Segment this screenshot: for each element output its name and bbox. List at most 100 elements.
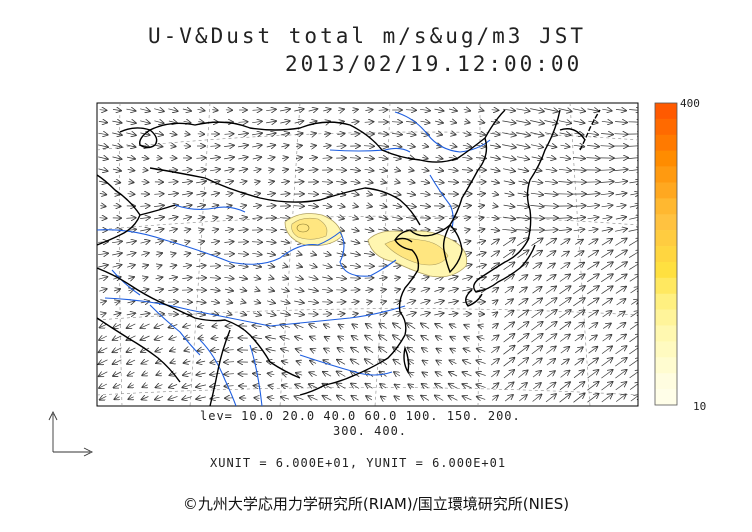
- wind-vector: [99, 384, 108, 388]
- wind-vector: [503, 205, 515, 207]
- wind-vector: [281, 397, 290, 399]
- wind-vector: [478, 337, 485, 339]
- wind-vector: [493, 312, 498, 315]
- wind-vector: [296, 145, 302, 146]
- wind-vector: [113, 313, 121, 315]
- wind-vector: [322, 193, 332, 194]
- wind-vector: [323, 146, 330, 147]
- wind-vector: [436, 336, 443, 340]
- wind-vector: [503, 169, 515, 172]
- wind-vector: [269, 277, 274, 279]
- wind-vector: [140, 217, 150, 218]
- wind-vector: [225, 217, 232, 218]
- wind-vector: [435, 324, 443, 328]
- wind-vector: [559, 394, 571, 403]
- wind-vector: [323, 109, 330, 111]
- wind-vector: [182, 170, 191, 171]
- wind-vector: [629, 334, 638, 343]
- wind-vector: [559, 335, 570, 342]
- wind-vector: [477, 121, 485, 123]
- wind-vector: [238, 133, 248, 134]
- wind-vector: [365, 359, 374, 366]
- wind-vector: [364, 122, 374, 123]
- wind-vector: [516, 145, 530, 148]
- wind-vector: [224, 145, 234, 146]
- wind-vector: [280, 313, 290, 315]
- wind-vector: [224, 386, 234, 387]
- wind-vector: [502, 109, 515, 111]
- colorbar-outline: [654, 102, 678, 406]
- wind-vector: [630, 395, 638, 402]
- wind-vector: [338, 217, 344, 218]
- reference-vector: [48, 410, 94, 457]
- wind-vector: [140, 109, 150, 111]
- wind-vector: [587, 382, 598, 391]
- wind-vector: [322, 158, 332, 159]
- wind-vector: [295, 157, 302, 158]
- contour-levels-line1: lev= 10.0 20.0 40.0 60.0 100. 150. 200.: [200, 409, 521, 423]
- wind-vector: [337, 205, 344, 207]
- wind-vector: [170, 361, 175, 363]
- colorbar-swatch: [655, 214, 677, 231]
- copyright-notice: ©九州大学応用力学研究所(RIAM)/国立環境研究所(NIES): [182, 495, 570, 513]
- wind-vector: [615, 274, 626, 282]
- wind-vector: [210, 193, 219, 195]
- wind-vector: [113, 206, 121, 207]
- wind-vector: [476, 241, 485, 243]
- wind-vector: [295, 133, 302, 135]
- wind-vector: [294, 121, 304, 123]
- wind-vector: [351, 359, 360, 365]
- wind-vector: [558, 121, 571, 124]
- wind-vector: [573, 229, 585, 231]
- wind-vector: [352, 217, 358, 219]
- colorbar-swatch: [655, 198, 677, 215]
- wind-vector: [462, 145, 471, 147]
- wind-vector: [266, 206, 276, 207]
- wind-vector: [490, 229, 499, 230]
- wind-vector: [267, 181, 274, 182]
- wind-vector: [294, 289, 304, 291]
- wind-vector: [269, 386, 274, 387]
- wind-vector: [575, 240, 583, 245]
- wind-vector: [183, 373, 192, 375]
- wind-vector: [379, 278, 386, 279]
- wind-vector: [601, 121, 612, 122]
- wind-vector: [491, 181, 499, 183]
- wind-vector: [113, 360, 122, 364]
- wind-vector: [280, 133, 289, 135]
- wind-vector: [518, 395, 527, 402]
- wind-vector: [338, 109, 344, 110]
- wind-vector: [212, 326, 217, 327]
- wind-vector: [573, 323, 584, 330]
- wind-vector: [490, 133, 499, 135]
- wind-vector: [266, 349, 276, 351]
- wind-vector: [365, 347, 374, 353]
- wind-vector: [155, 253, 162, 255]
- wind-vector: [126, 218, 135, 219]
- wind-vector: [280, 194, 290, 195]
- wind-vector: [196, 265, 205, 266]
- wind-vector: [266, 337, 276, 339]
- wind-vector: [183, 253, 191, 255]
- wind-vector: [531, 346, 542, 355]
- wind-vector: [212, 110, 217, 111]
- wind-vector: [337, 384, 346, 389]
- wind-vector: [265, 230, 276, 231]
- wind-vector: [352, 205, 358, 206]
- colorbar-max-label: 400: [680, 97, 700, 110]
- wind-vector: [601, 274, 613, 283]
- wind-vector: [394, 289, 400, 291]
- wind-vector: [378, 110, 388, 111]
- wind-vector: [573, 286, 585, 295]
- wind-vector: [463, 133, 471, 135]
- wind-vector: [324, 349, 331, 352]
- wind-vector: [518, 181, 528, 183]
- wind-vector: [238, 145, 248, 147]
- wind-vector: [588, 229, 598, 231]
- wind-vector: [615, 382, 627, 391]
- wind-vector: [600, 146, 614, 147]
- wind-vector: [168, 109, 177, 111]
- wind-vector: [154, 289, 163, 291]
- wind-vector: [112, 133, 122, 135]
- wind-vector: [210, 289, 219, 290]
